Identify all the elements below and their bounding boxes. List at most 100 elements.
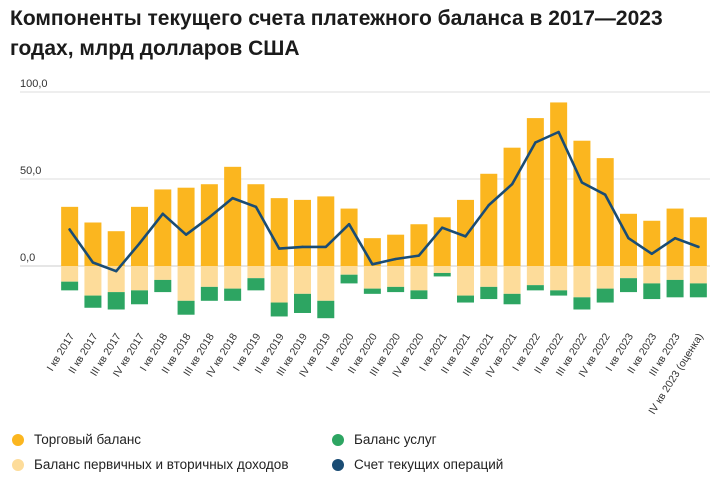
bar-income-7 (224, 266, 242, 289)
bar-trade-16 (433, 217, 451, 266)
bar-services-22 (573, 297, 591, 310)
y-tick-label-2: 100,0 (20, 78, 48, 90)
bar-trade-23 (596, 158, 614, 266)
legend-label-trade: Торговый баланс (34, 432, 142, 447)
bar-income-27 (689, 266, 707, 284)
point-current-8 (254, 205, 258, 209)
bar-trade-24 (620, 213, 637, 266)
bar-income-11 (317, 266, 335, 301)
bar-trade-12 (340, 208, 358, 266)
bar-services-18 (480, 286, 498, 300)
bar-services-2 (107, 292, 125, 310)
bar-services-6 (200, 286, 218, 301)
bar-trade-19 (503, 147, 521, 266)
bar-trade-4 (154, 189, 172, 266)
bar-services-15 (410, 290, 428, 300)
bar-services-10 (294, 293, 311, 313)
legend-label-current: Счет текущих операций (354, 457, 504, 472)
bar-trade-21 (550, 102, 568, 266)
point-current-0 (68, 228, 71, 231)
legend-swatch-income (12, 458, 24, 471)
bar-services-4 (154, 279, 172, 293)
bar-income-8 (247, 266, 265, 279)
bar-income-3 (131, 266, 148, 291)
bar-income-21 (550, 266, 568, 291)
bar-services-8 (247, 278, 265, 291)
legend-label-services: Баланс услуг (354, 432, 437, 447)
point-current-1 (91, 261, 95, 264)
bar-services-19 (503, 293, 521, 305)
bar-services-3 (131, 290, 148, 305)
bar-income-2 (107, 266, 125, 293)
point-current-22 (580, 181, 584, 184)
point-current-17 (464, 235, 467, 238)
point-current-15 (417, 254, 421, 257)
point-current-16 (441, 226, 444, 229)
bar-income-1 (84, 266, 102, 296)
point-current-23 (604, 193, 607, 196)
legend-swatch-trade (12, 433, 24, 446)
point-current-13 (371, 263, 374, 266)
bar-income-10 (294, 266, 311, 294)
point-current-19 (510, 183, 514, 186)
bar-income-15 (410, 266, 428, 291)
bar-income-18 (480, 266, 498, 287)
bar-services-20 (526, 285, 544, 291)
bar-trade-5 (177, 187, 195, 266)
bar-income-19 (503, 266, 521, 294)
bar-services-25 (643, 283, 661, 300)
point-current-27 (697, 245, 700, 249)
point-current-21 (557, 130, 560, 134)
bar-income-24 (620, 266, 637, 279)
legend-label-income: Баланс первичных и вторичных доходов (34, 457, 289, 472)
bar-income-23 (596, 266, 614, 289)
bar-trade-11 (317, 196, 335, 266)
bar-trade-10 (294, 199, 311, 266)
point-current-26 (673, 236, 677, 240)
bar-trade-6 (200, 184, 218, 266)
bar-services-11 (317, 300, 335, 319)
point-current-12 (347, 223, 351, 226)
bar-income-22 (573, 266, 591, 298)
bar-trade-2 (107, 231, 125, 266)
point-current-11 (324, 245, 327, 249)
point-current-24 (627, 236, 630, 240)
bar-trade-27 (689, 217, 707, 266)
point-current-7 (231, 196, 234, 200)
bar-income-26 (666, 266, 684, 280)
bar-trade-22 (573, 140, 591, 266)
bar-trade-15 (410, 224, 428, 266)
bar-trade-17 (457, 199, 474, 266)
bar-income-25 (643, 266, 661, 284)
point-current-5 (184, 233, 188, 236)
bar-services-23 (596, 288, 614, 303)
bar-trade-20 (526, 118, 544, 266)
bar-services-0 (61, 281, 79, 291)
bar-income-17 (457, 266, 474, 296)
bar-services-13 (363, 288, 381, 294)
point-current-2 (115, 270, 118, 273)
bar-services-14 (387, 286, 405, 293)
bar-services-16 (433, 272, 451, 277)
bar-income-0 (61, 266, 79, 282)
bar-services-1 (84, 295, 102, 308)
y-tick-label-1: 50,0 (20, 165, 41, 177)
bar-income-5 (177, 266, 195, 301)
point-current-10 (301, 245, 304, 249)
y-tick-label-0: 0,0 (20, 252, 35, 264)
point-current-25 (650, 252, 653, 256)
legend-item-current: Счет текущих операций (332, 457, 503, 472)
bar-services-12 (340, 274, 358, 284)
bar-trade-9 (270, 198, 288, 266)
bar-trade-8 (247, 184, 265, 266)
bar-services-9 (270, 302, 288, 317)
point-current-14 (394, 257, 397, 261)
bar-trade-0 (61, 206, 79, 266)
bar-income-12 (340, 266, 358, 275)
bar-income-20 (526, 266, 544, 286)
bar-income-4 (154, 266, 172, 280)
legend-swatch-services (332, 433, 344, 446)
bar-income-6 (200, 266, 218, 287)
bar-income-13 (363, 266, 381, 289)
bar-trade-1 (84, 222, 102, 266)
